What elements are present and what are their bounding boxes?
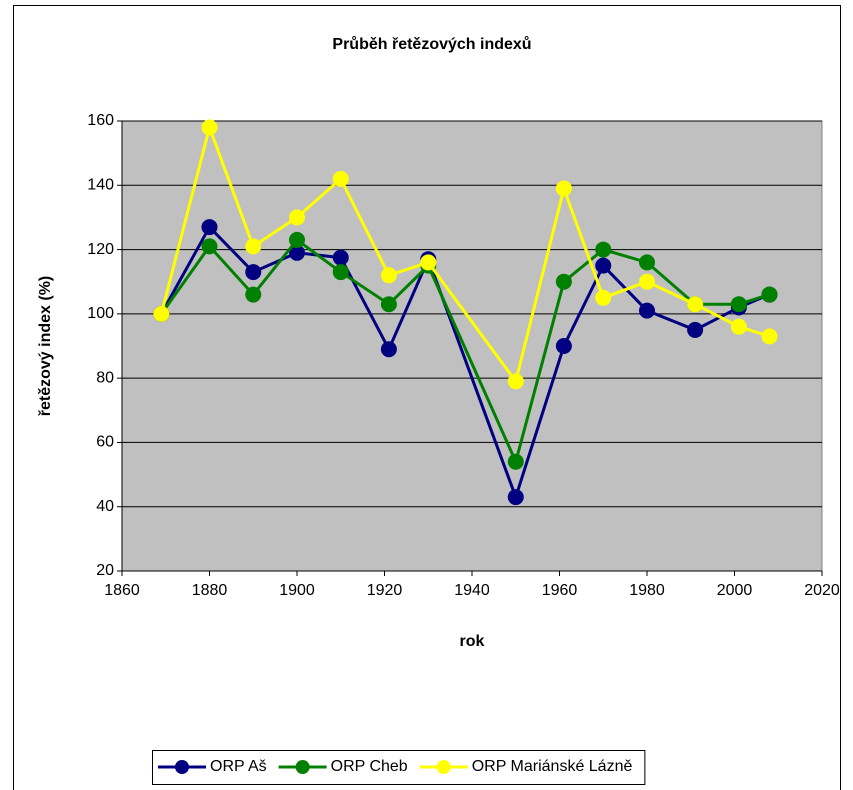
point-marker bbox=[380, 267, 397, 284]
point-marker bbox=[761, 328, 778, 345]
point-marker bbox=[507, 373, 524, 390]
point-marker bbox=[555, 273, 572, 290]
point-marker bbox=[245, 286, 262, 303]
plot-area bbox=[121, 120, 823, 572]
point-marker bbox=[289, 244, 305, 261]
x-tick-label: 1920 bbox=[367, 582, 403, 599]
point-marker bbox=[595, 257, 612, 274]
point-marker bbox=[639, 302, 655, 319]
chart-title: Průběh řetězových indexů bbox=[332, 36, 531, 53]
legend-label: ORP Aš bbox=[210, 758, 267, 775]
y-tick-label: 160 bbox=[87, 112, 114, 129]
point-marker bbox=[687, 296, 704, 313]
legend-swatch-marker bbox=[436, 760, 451, 774]
point-marker bbox=[639, 273, 655, 290]
point-marker bbox=[380, 296, 397, 313]
y-tick-label: 120 bbox=[87, 241, 114, 258]
point-marker bbox=[201, 119, 218, 136]
point-marker bbox=[595, 289, 612, 306]
x-axis-label: rok bbox=[460, 633, 485, 650]
legend bbox=[152, 750, 646, 785]
x-tick-label: 1860 bbox=[104, 582, 140, 599]
point-marker bbox=[730, 296, 747, 313]
point-marker bbox=[420, 254, 437, 271]
y-tick-label: 80 bbox=[96, 369, 114, 386]
x-tick-label: 1880 bbox=[192, 582, 228, 599]
point-marker bbox=[289, 209, 305, 226]
point-marker bbox=[639, 254, 655, 271]
y-tick-label: 60 bbox=[96, 434, 114, 451]
series-line bbox=[160, 237, 770, 467]
point-marker bbox=[201, 219, 218, 236]
y-tick-label: 140 bbox=[87, 177, 114, 194]
x-tick-label: 1980 bbox=[629, 582, 665, 599]
y-tick-label: 40 bbox=[96, 498, 114, 515]
point-marker bbox=[289, 231, 305, 248]
x-tick-label: 2000 bbox=[717, 582, 753, 599]
x-tick-label: 2020 bbox=[804, 582, 840, 599]
point-marker bbox=[507, 453, 524, 470]
x-tick-label: 1960 bbox=[542, 582, 578, 599]
point-marker bbox=[245, 264, 262, 281]
point-marker bbox=[730, 318, 747, 335]
legend-label: ORP Cheb bbox=[331, 758, 408, 775]
point-marker bbox=[761, 286, 778, 303]
y-axis-label: řetězový index (%) bbox=[37, 276, 54, 416]
legend-swatch-marker bbox=[175, 760, 189, 774]
point-marker bbox=[380, 341, 397, 358]
point-marker bbox=[555, 338, 572, 354]
point-marker bbox=[595, 241, 612, 258]
point-marker bbox=[201, 238, 218, 255]
point-marker bbox=[687, 321, 704, 338]
point-marker bbox=[332, 170, 349, 187]
point-marker bbox=[153, 305, 170, 322]
point-marker bbox=[332, 249, 349, 266]
point-marker bbox=[245, 238, 262, 255]
x-tick-label: 1940 bbox=[454, 582, 490, 599]
legend-label: ORP Mariánské Lázně bbox=[472, 758, 633, 775]
point-marker bbox=[555, 180, 572, 197]
point-marker bbox=[332, 264, 349, 281]
x-tick-label: 1900 bbox=[279, 582, 315, 599]
point-marker bbox=[507, 489, 524, 506]
series-line bbox=[159, 122, 770, 385]
y-tick-label: 20 bbox=[96, 562, 114, 579]
legend-swatch-marker bbox=[295, 760, 310, 774]
y-tick-label: 100 bbox=[87, 305, 114, 322]
